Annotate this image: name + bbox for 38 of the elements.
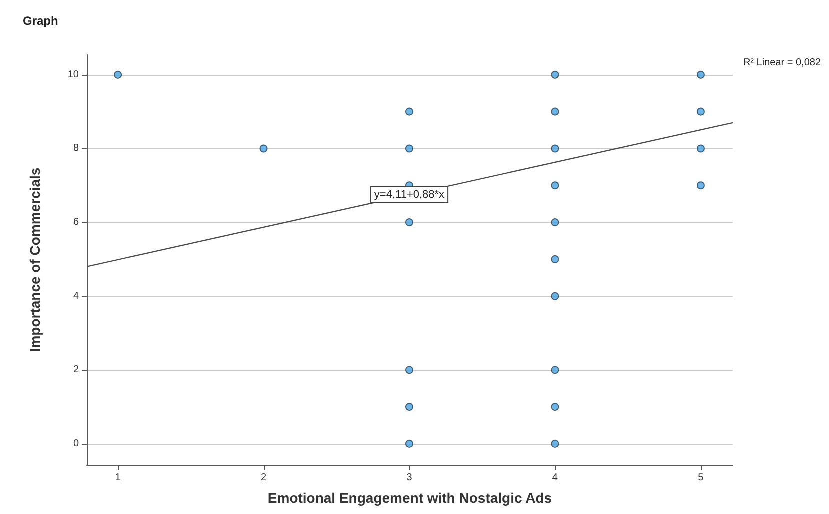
point (405, 144, 414, 153)
point (405, 218, 414, 227)
point (405, 440, 414, 448)
point (696, 108, 705, 116)
point (551, 292, 560, 300)
point (551, 366, 560, 374)
x-tick-label: 2 (260, 472, 267, 484)
y-tick-label: 6 (73, 217, 80, 228)
point (405, 108, 414, 116)
point (696, 70, 705, 79)
x-tick-label: 4 (552, 472, 558, 484)
point (114, 70, 122, 79)
y-axis-title: Importance of Commercials (27, 168, 43, 352)
point (551, 144, 560, 153)
y-tick-label: 2 (73, 364, 80, 376)
x-tick-label: 1 (115, 472, 122, 484)
point (551, 403, 560, 412)
point (405, 366, 414, 374)
x-axis-title: Emotional Engagement with Nostalgic Ads (268, 490, 552, 506)
point (260, 144, 268, 153)
point (551, 182, 560, 190)
y-tick-label: 10 (68, 69, 80, 80)
point (696, 144, 705, 153)
chart-title: Graph (23, 14, 58, 28)
y-tick-label: 0 (73, 438, 80, 450)
point (551, 440, 560, 448)
point (405, 403, 414, 412)
y-tick-label: 4 (73, 290, 80, 302)
point (551, 218, 560, 227)
x-tick-label: 5 (698, 472, 704, 484)
point (696, 182, 705, 190)
point (551, 70, 560, 79)
x-tick-label: 3 (406, 472, 413, 484)
point (551, 108, 560, 116)
text: R² Linear = 0,082 (743, 58, 822, 68)
point (551, 255, 560, 264)
y-tick-label: 8 (73, 143, 80, 154)
annotation: y=4,11+0,88*x (374, 188, 446, 201)
